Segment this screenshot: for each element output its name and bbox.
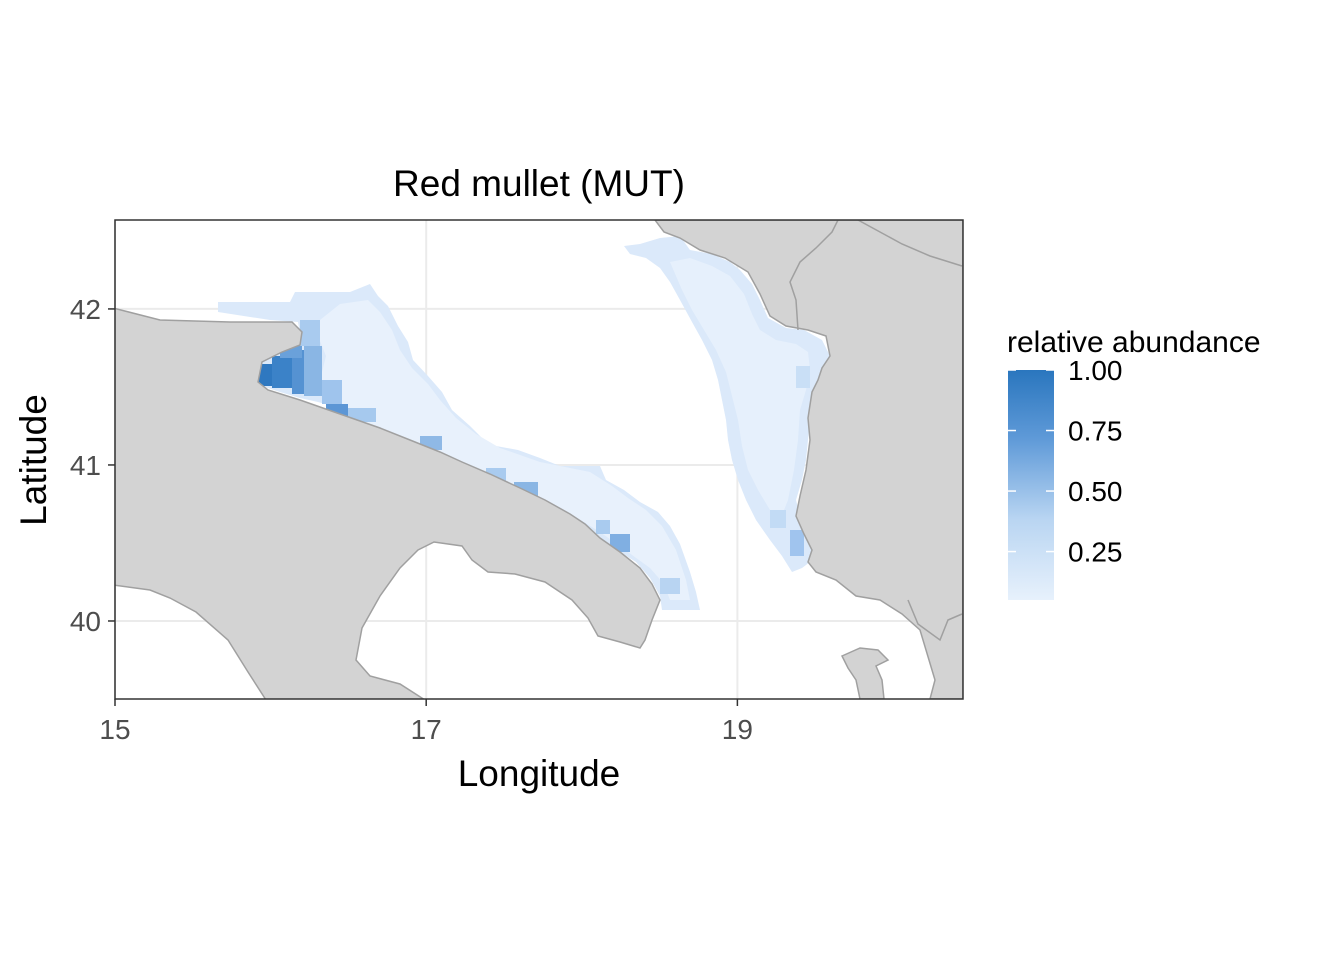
hotspot-cell (272, 356, 292, 388)
legend-tick-label: 1.00 (1068, 355, 1123, 386)
y-tick-label: 41 (70, 450, 101, 481)
hotspot-cell (660, 578, 680, 594)
hotspot-cell (304, 346, 322, 396)
hotspot-cell (292, 350, 304, 394)
legend-ticks: 1.00 0.75 0.50 0.25 (1008, 355, 1123, 568)
y-tick-label: 42 (70, 294, 101, 325)
legend: relative abundance 1.00 0.75 0.50 0.25 (1007, 326, 1261, 600)
legend-tick-label: 0.50 (1068, 476, 1123, 507)
hotspot-cell (770, 510, 786, 528)
x-tick-label: 19 (722, 714, 753, 745)
abundance-albanian-shelf-light (670, 258, 810, 520)
hotspot-cell (300, 320, 320, 346)
land-italy (115, 307, 661, 699)
map-panel (114, 219, 964, 700)
hotspot-cell (322, 380, 342, 404)
hotspot-cell (596, 520, 610, 534)
legend-colorbar (1008, 370, 1054, 600)
y-tick-label: 40 (70, 606, 101, 637)
legend-title: relative abundance (1007, 326, 1261, 359)
land-border-line (907, 599, 963, 642)
hotspot-cell (610, 534, 630, 552)
x-axis: 15 17 19 (99, 699, 753, 745)
y-axis: 40 41 42 (70, 294, 115, 637)
land-border-line (789, 220, 839, 331)
land-balkans (654, 220, 963, 699)
land-border-line (857, 220, 963, 267)
legend-tick-label: 0.25 (1068, 537, 1123, 568)
x-tick-label: 17 (411, 714, 442, 745)
hotspot-cell (258, 364, 272, 386)
chart-title: Red mullet (MUT) (393, 163, 685, 204)
panel-border (114, 219, 964, 700)
hotspot-cell (790, 530, 804, 556)
hotspot-cell (796, 366, 810, 388)
land-layer (115, 220, 963, 699)
x-tick-label: 15 (99, 714, 130, 745)
abundance-layer (218, 236, 830, 610)
y-axis-title: Latitude (13, 394, 54, 526)
legend-tick-label: 0.75 (1068, 416, 1123, 447)
land-island (840, 647, 890, 699)
x-axis-title: Longitude (458, 753, 621, 794)
